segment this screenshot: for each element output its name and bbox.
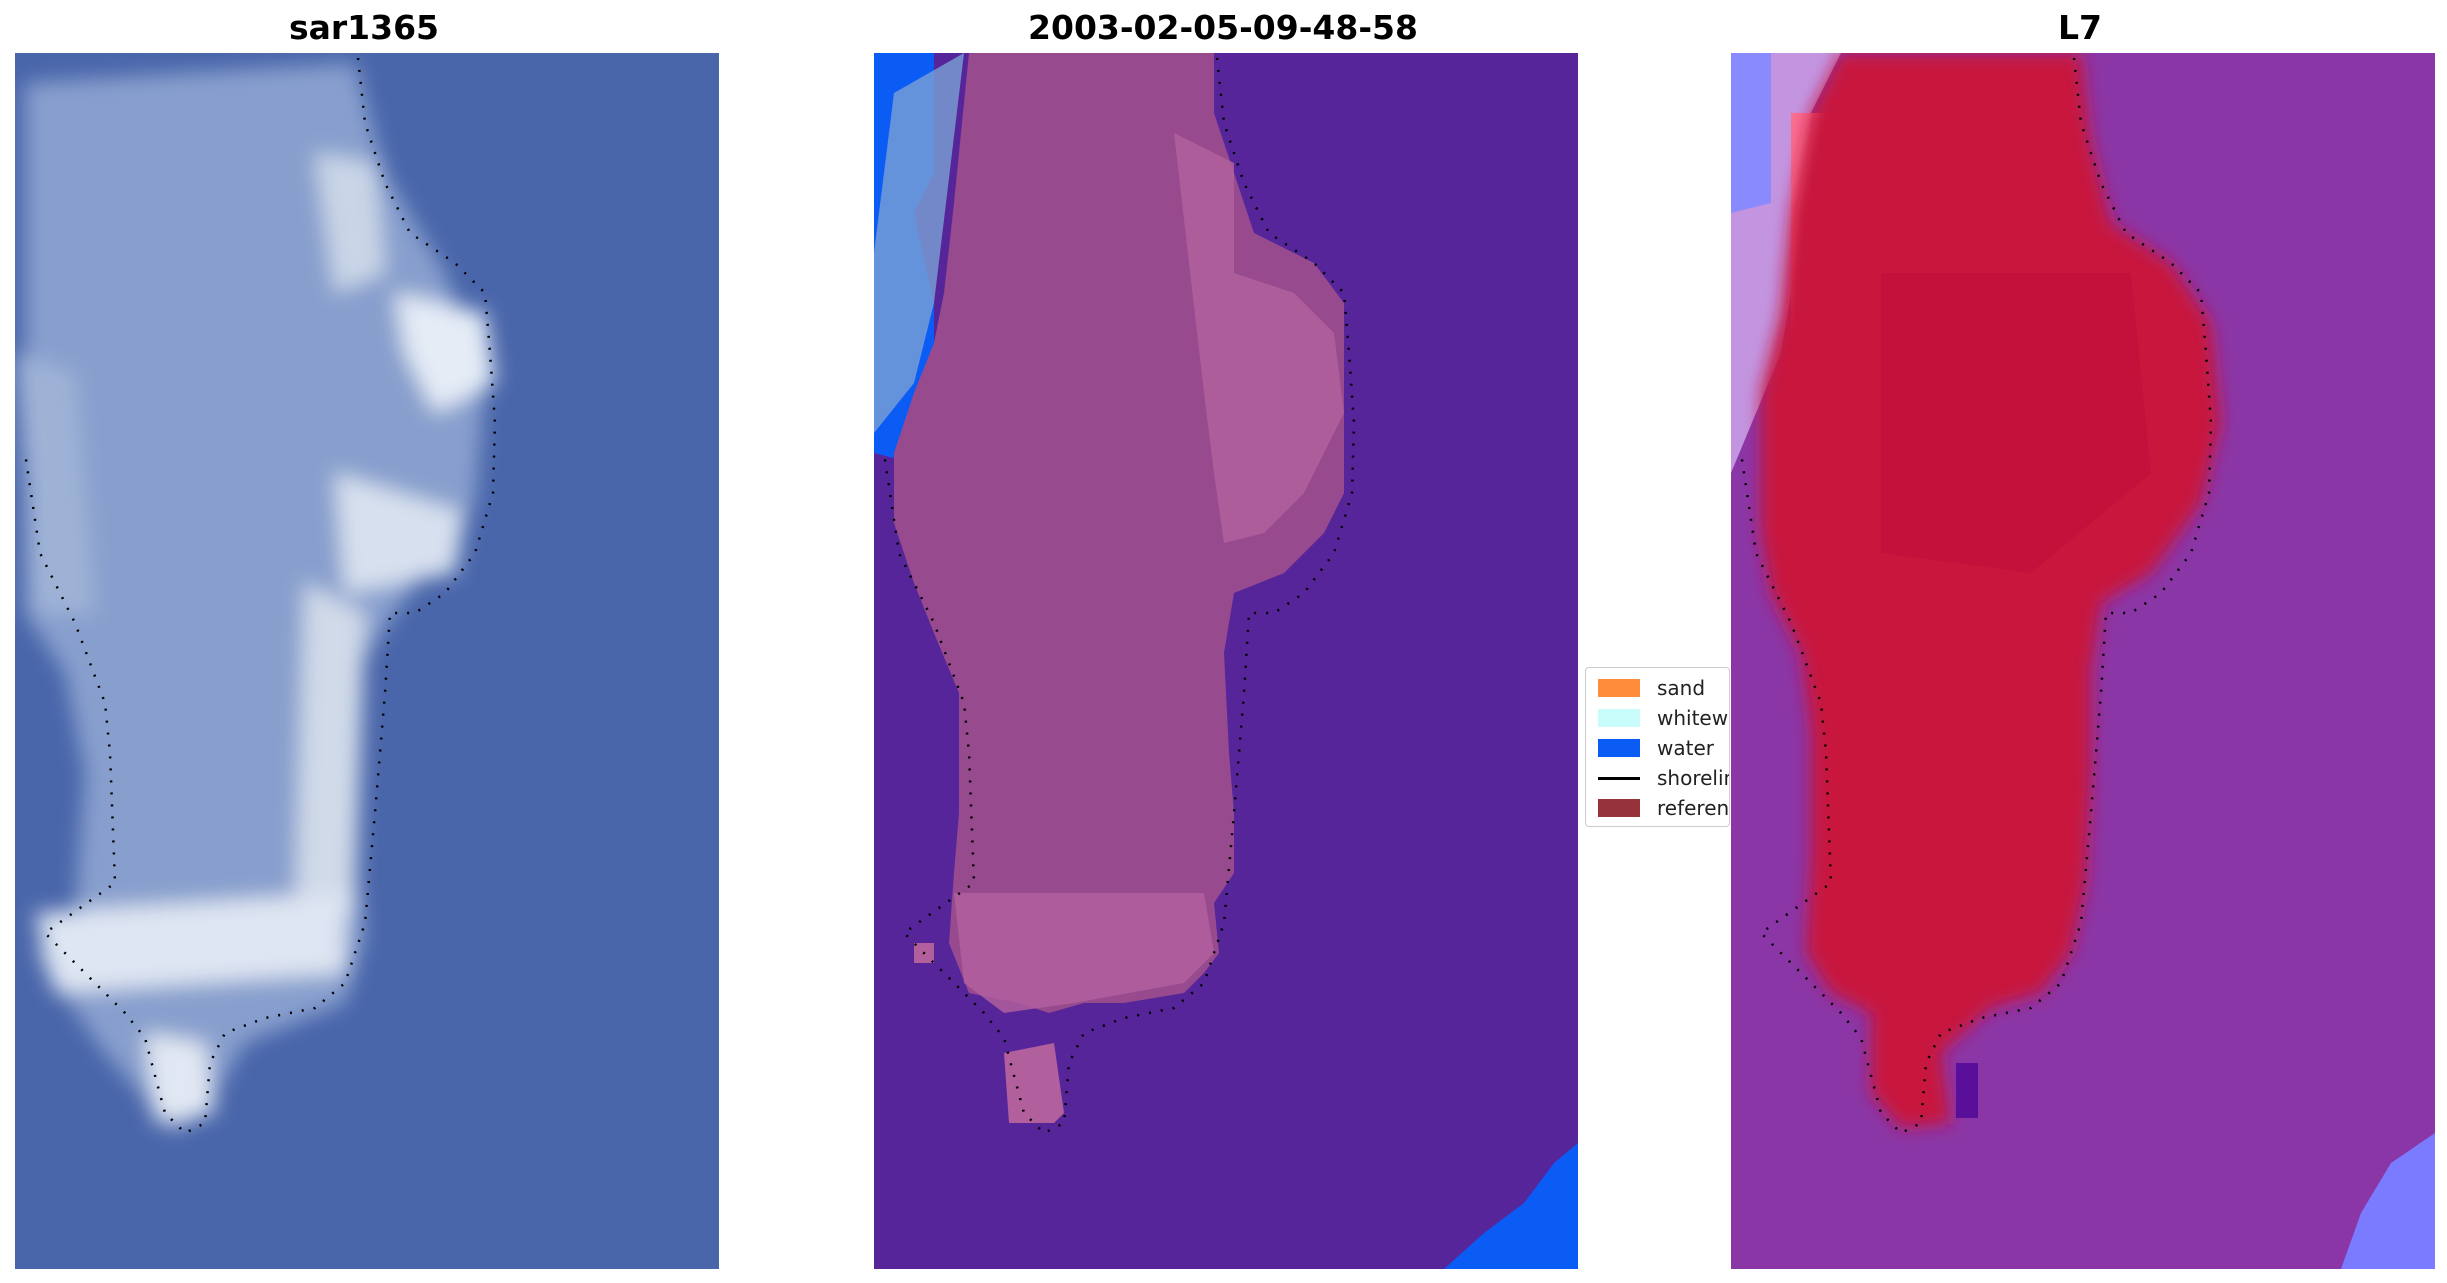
legend-label-reference: reference — [1657, 796, 1730, 820]
legend-item-shoreline: shoreline — [1598, 764, 1729, 792]
legend-item-water: water — [1598, 734, 1714, 762]
water-swatch — [1598, 739, 1640, 757]
legend-label-whitewater: whitewater — [1657, 706, 1729, 730]
rgb-image-panel — [15, 53, 719, 1269]
sand-swatch — [1598, 679, 1640, 697]
panel-title-1: sar1365 — [288, 8, 440, 47]
classified-image-panel — [874, 53, 1578, 1269]
rgb-image — [15, 53, 719, 1269]
legend-label-shoreline: shoreline — [1657, 766, 1729, 790]
panel-title-2: 2003-02-05-09-48-58 — [1028, 8, 1418, 47]
legend-label-sand: sand — [1657, 676, 1706, 700]
panel-title-3: L7 — [2058, 8, 2102, 47]
classified-image — [874, 53, 1578, 1269]
legend-item-sand: sand — [1598, 674, 1705, 702]
mndwi-image — [1731, 53, 2435, 1269]
mndwi-image-panel — [1731, 53, 2435, 1269]
reference-swatch — [1598, 799, 1640, 817]
legend: sand whitewater water shoreline referenc… — [1585, 667, 1730, 827]
whitewater-swatch — [1598, 709, 1640, 727]
shoreline-line — [1598, 776, 1640, 780]
legend-item-reference: reference — [1598, 794, 1730, 822]
legend-item-whitewater: whitewater — [1598, 704, 1729, 732]
legend-label-water: water — [1657, 736, 1714, 760]
